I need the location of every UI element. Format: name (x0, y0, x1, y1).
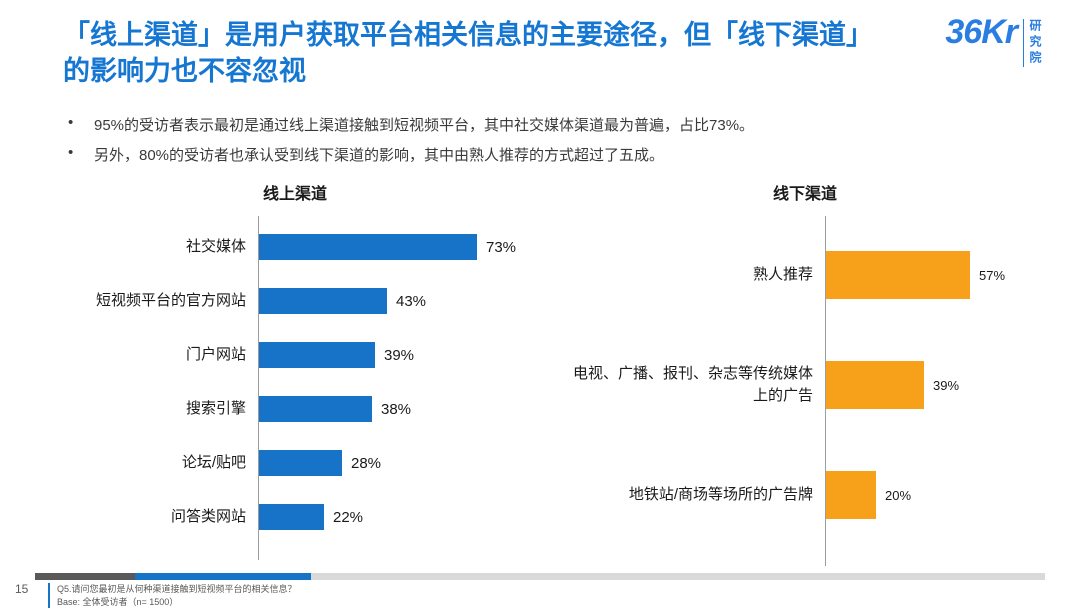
bar-row: 电视、广播、报刊、杂志等传统媒体上的广告 39% (570, 330, 1040, 440)
page-number: 15 (15, 582, 29, 596)
bar-area: 38% (258, 396, 550, 422)
bar-row: 熟人推荐 57% (570, 220, 1040, 330)
bar-row: 问答类网站 22% (40, 490, 550, 544)
bar-row: 论坛/贴吧 28% (40, 436, 550, 490)
value-label: 38% (381, 400, 412, 418)
value-label: 73% (486, 238, 517, 256)
online-chart-rows: 社交媒体 73% 短视频平台的官方网站 43% 门户网站 39% 搜索引擎 38% 论坛/贴吧 2… (40, 216, 550, 560)
footnote-question: Q5.请问您最初是从何种渠道接触到短视频平台的相关信息？ (57, 584, 297, 594)
bar (258, 342, 375, 368)
chart-title-online: 线上渠道 (262, 186, 327, 203)
value-label: 57% (979, 267, 1006, 283)
bar-row: 社交媒体 73% (40, 220, 550, 274)
y-axis-line (825, 216, 826, 566)
category-label: 电视、广播、报刊、杂志等传统媒体上的广告 (572, 364, 813, 405)
category-label: 短视频平台的官方网站 (95, 291, 246, 309)
bar-area: 39% (258, 342, 550, 368)
bar (258, 504, 324, 530)
logo-research-institute-text: 研究院 (1023, 19, 1044, 67)
category-label: 搜索引擎 (185, 399, 246, 417)
value-label: 43% (396, 292, 427, 310)
progress-segment-dark (35, 573, 135, 580)
brand-logo: 36Kr 研究院 (945, 13, 1044, 67)
bar-area: 20% (825, 471, 1040, 519)
charts-area: 线上渠道 社交媒体 73% 短视频平台的官方网站 43% 门户网站 39% 搜索引擎 38% 论… (40, 180, 1040, 566)
summary-bullets: 95%的受访者表示最初是通过线上渠道接触到短视频平台，其中社交媒体渠道最为普遍，… (66, 114, 996, 174)
value-label: 39% (933, 377, 960, 393)
footnotes: Q5.请问您最初是从何种渠道接触到短视频平台的相关信息？ Base: 全体受访者… (48, 583, 297, 608)
bullet-item: 95%的受访者表示最初是通过线上渠道接触到短视频平台，其中社交媒体渠道最为普遍，… (66, 114, 996, 135)
y-axis-line (258, 216, 259, 560)
bar (825, 471, 876, 519)
value-label: 20% (885, 487, 912, 503)
bar-row: 门户网站 39% (40, 328, 550, 382)
bar (258, 288, 387, 314)
category-label: 问答类网站 (170, 507, 246, 525)
category-label: 论坛/贴吧 (181, 453, 246, 471)
bar-row: 地铁站/商场等场所的广告牌 20% (570, 440, 1040, 550)
category-label: 地铁站/商场等场所的广告牌 (628, 485, 813, 503)
bar-area: 43% (258, 288, 550, 314)
bar (825, 251, 970, 299)
progress-segment-blue (135, 573, 311, 580)
value-label: 39% (384, 346, 415, 364)
bar (825, 361, 924, 409)
offline-chart-rows: 熟人推荐 57% 电视、广播、报刊、杂志等传统媒体上的广告 39% 地铁站/商场等场所的… (570, 216, 1040, 566)
online-channels-chart: 线上渠道 社交媒体 73% 短视频平台的官方网站 43% 门户网站 39% 搜索引擎 38% 论… (40, 180, 550, 560)
progress-segment-light (311, 573, 1045, 580)
bar (258, 450, 342, 476)
footnote-base: Base: 全体受访者（n= 1500） (57, 596, 179, 607)
bar-area: 57% (825, 251, 1040, 299)
bar-row: 搜索引擎 38% (40, 382, 550, 436)
logo-36kr-text: 36Kr (945, 13, 1018, 51)
bar (258, 396, 372, 422)
page-title: 「线上渠道」是用户获取平台相关信息的主要途径，但「线下渠道」的影响力也不容忽视 (63, 20, 873, 86)
bullet-item: 另外，80%的受访者也承认受到线下渠道的影响，其中由熟人推荐的方式超过了五成。 (66, 144, 996, 165)
footer-progress-bar (35, 573, 1045, 580)
value-label: 28% (351, 454, 382, 472)
chart-title-offline: 线下渠道 (772, 186, 837, 203)
category-label: 门户网站 (185, 345, 246, 363)
value-label: 22% (333, 508, 364, 526)
bar-area: 39% (825, 361, 1040, 409)
bar-area: 73% (258, 234, 550, 260)
bar-area: 28% (258, 450, 550, 476)
category-label: 社交媒体 (185, 237, 246, 255)
bar (258, 234, 477, 260)
category-label: 熟人推荐 (752, 265, 813, 283)
offline-channels-chart: 线下渠道 熟人推荐 57% 电视、广播、报刊、杂志等传统媒体上的广告 39% 地铁站/商… (570, 180, 1040, 566)
bar-row: 短视频平台的官方网站 43% (40, 274, 550, 328)
bar-area: 22% (258, 504, 550, 530)
